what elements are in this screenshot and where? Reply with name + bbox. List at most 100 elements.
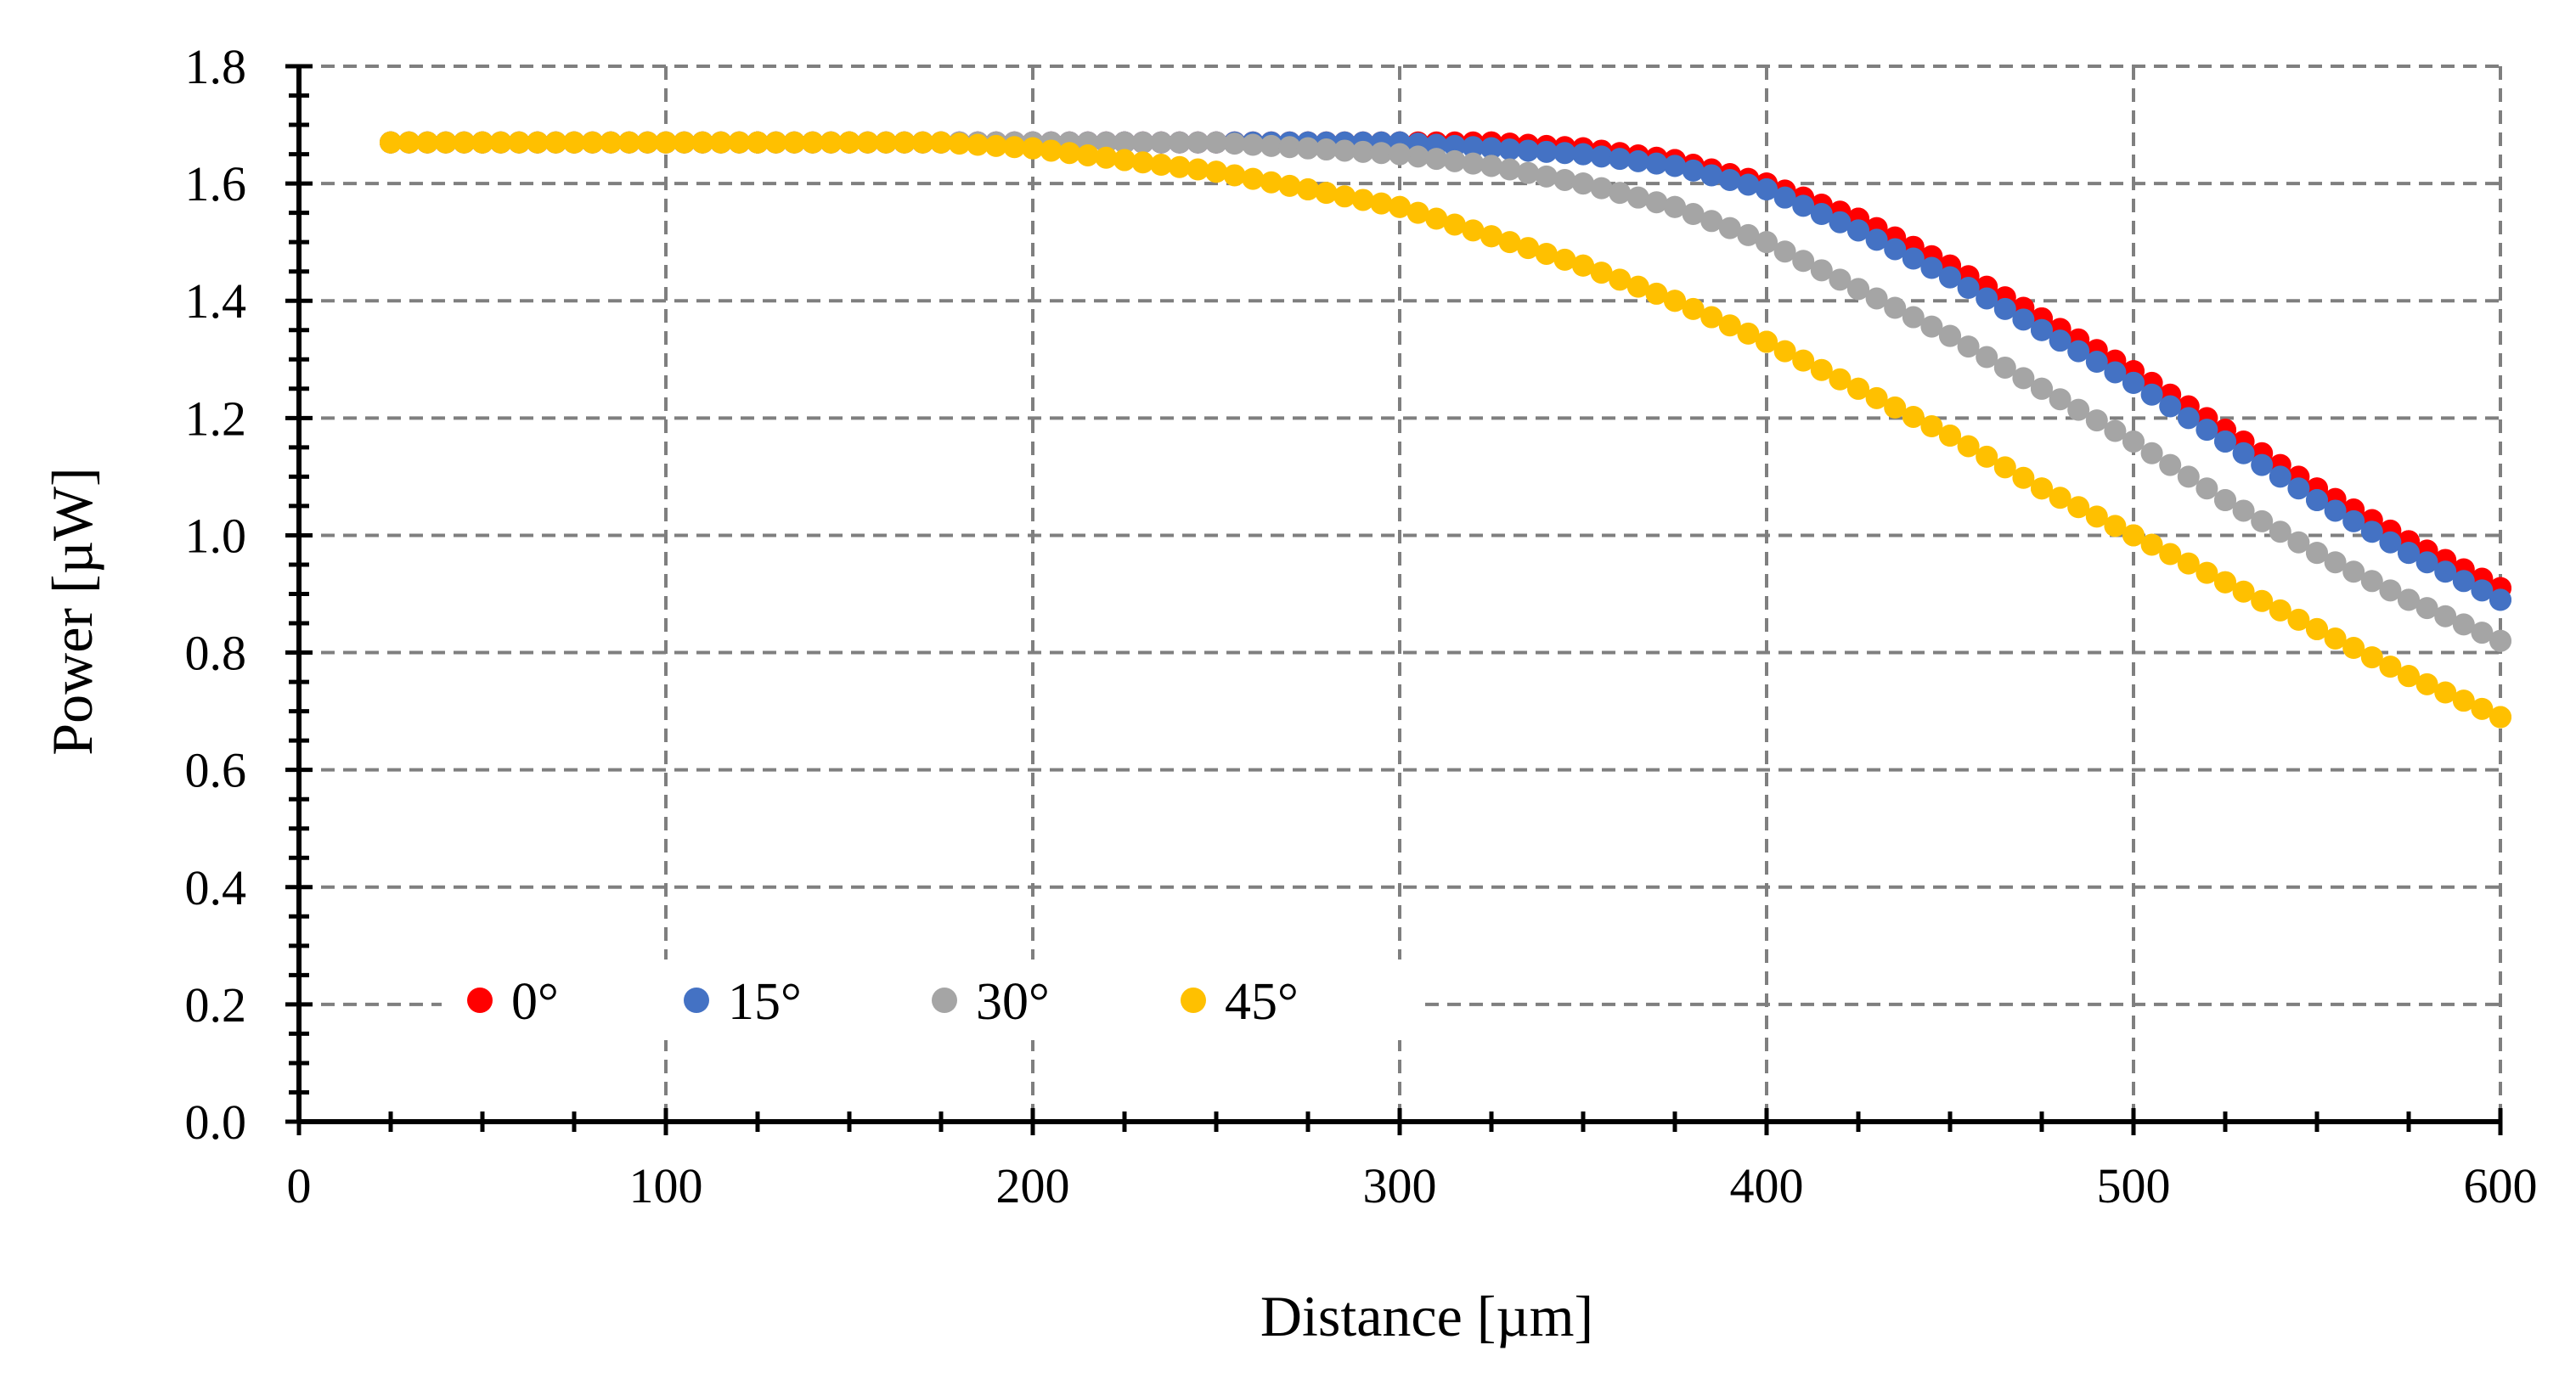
- x-tick-label: 300: [1363, 1158, 1437, 1213]
- data-point: [2012, 308, 2035, 331]
- data-point: [1187, 131, 1209, 154]
- data-point: [434, 131, 457, 154]
- data-point-key: [1847, 278, 1869, 301]
- data-point: [1535, 140, 1558, 163]
- x-tick-label: 100: [629, 1158, 703, 1213]
- data-point: [2085, 505, 2108, 528]
- data-point: [2232, 580, 2255, 603]
- data-point: [2067, 496, 2090, 519]
- data-point: [1076, 144, 1099, 166]
- data-point: [1626, 149, 1649, 172]
- legend-label: 45°: [1225, 973, 1299, 1031]
- data-point: [1718, 168, 1741, 191]
- data-point-key: [2398, 588, 2420, 611]
- data-point-key: [2214, 489, 2236, 512]
- data-point: [984, 134, 1007, 157]
- data-point: [1333, 185, 1356, 208]
- data-point: [1993, 297, 2016, 320]
- data-point: [2342, 637, 2365, 660]
- data-point: [1792, 349, 1815, 372]
- data-point: [2415, 597, 2438, 620]
- data-point: [2360, 646, 2383, 669]
- data-point: [1351, 189, 1374, 211]
- data-point: [2434, 605, 2457, 627]
- data-point: [1260, 171, 1282, 194]
- data-point-key: [1297, 178, 1319, 201]
- data-point: [1737, 223, 1760, 246]
- data-point: [2177, 407, 2200, 430]
- data-point: [2452, 613, 2475, 636]
- data-point-key: [2031, 377, 2053, 400]
- data-point: [1095, 131, 1118, 154]
- data-point: [2324, 627, 2347, 650]
- data-point: [1957, 435, 1980, 458]
- data-point: [2104, 515, 2127, 537]
- data-point-key: [747, 131, 769, 154]
- data-point: [2251, 453, 2274, 476]
- legend-background: [442, 959, 1418, 1040]
- data-point: [1406, 145, 1429, 168]
- data-point: [1370, 142, 1393, 165]
- data-point: [1462, 219, 1485, 242]
- data-point: [1003, 136, 1026, 159]
- x-tick-label: 0: [287, 1158, 312, 1213]
- data-point-key: [655, 131, 677, 154]
- data-point: [1443, 213, 1466, 236]
- legend: 0° 15° 30° 45°: [442, 959, 1418, 1040]
- data-point: [1278, 174, 1301, 197]
- data-point: [2140, 442, 2163, 464]
- data-point: [2415, 672, 2438, 695]
- series-45deg: [380, 131, 2511, 729]
- x-tick-label: 600: [2464, 1158, 2538, 1213]
- data-point: [1865, 287, 1888, 310]
- data-point: [1902, 405, 1925, 428]
- data-point: [1517, 237, 1540, 260]
- data-point-key: [1572, 254, 1594, 277]
- data-point: [1095, 146, 1118, 169]
- data-point: [1682, 203, 1705, 226]
- data-points: [380, 131, 2511, 729]
- data-point: [1131, 131, 1154, 154]
- data-point-key: [1939, 425, 1961, 447]
- data-point: [2287, 608, 2310, 631]
- data-point: [1957, 335, 1980, 358]
- data-point: [2434, 681, 2457, 704]
- y-tick-label: 0.6: [185, 743, 247, 798]
- data-point-key: [2489, 629, 2511, 652]
- data-point: [1645, 282, 1668, 305]
- data-point-key: [1389, 195, 1411, 218]
- data-point: [2196, 561, 2218, 584]
- data-point: [1810, 203, 1833, 226]
- data-point: [1609, 268, 1632, 291]
- data-point-key: [1664, 155, 1686, 177]
- data-point: [1425, 207, 1448, 230]
- data-point: [2287, 477, 2310, 500]
- data-point: [453, 131, 476, 154]
- data-point: [2196, 477, 2218, 500]
- data-point: [2232, 499, 2255, 522]
- data-point: [2104, 361, 2127, 384]
- data-point: [2360, 570, 2383, 593]
- data-point: [617, 131, 640, 154]
- data-point: [2379, 656, 2402, 678]
- data-point: [416, 131, 439, 154]
- data-point-key: [1480, 155, 1502, 177]
- data-point: [1315, 182, 1338, 205]
- data-point: [2140, 383, 2163, 406]
- data-point-key: [563, 131, 585, 154]
- data-point: [1223, 164, 1246, 187]
- data-point: [1884, 396, 1907, 419]
- data-point: [1718, 217, 1741, 239]
- data-point: [2159, 395, 2182, 418]
- data-point: [1242, 167, 1265, 190]
- data-point: [1150, 154, 1173, 177]
- data-point: [2452, 689, 2475, 712]
- y-axis-title: Power [µW]: [40, 467, 104, 755]
- data-point: [1443, 149, 1466, 172]
- data-point: [1682, 159, 1705, 182]
- data-point: [2269, 599, 2291, 622]
- data-point: [2196, 419, 2218, 442]
- data-point: [1425, 148, 1448, 171]
- data-point: [2452, 570, 2475, 593]
- data-point: [1535, 242, 1558, 265]
